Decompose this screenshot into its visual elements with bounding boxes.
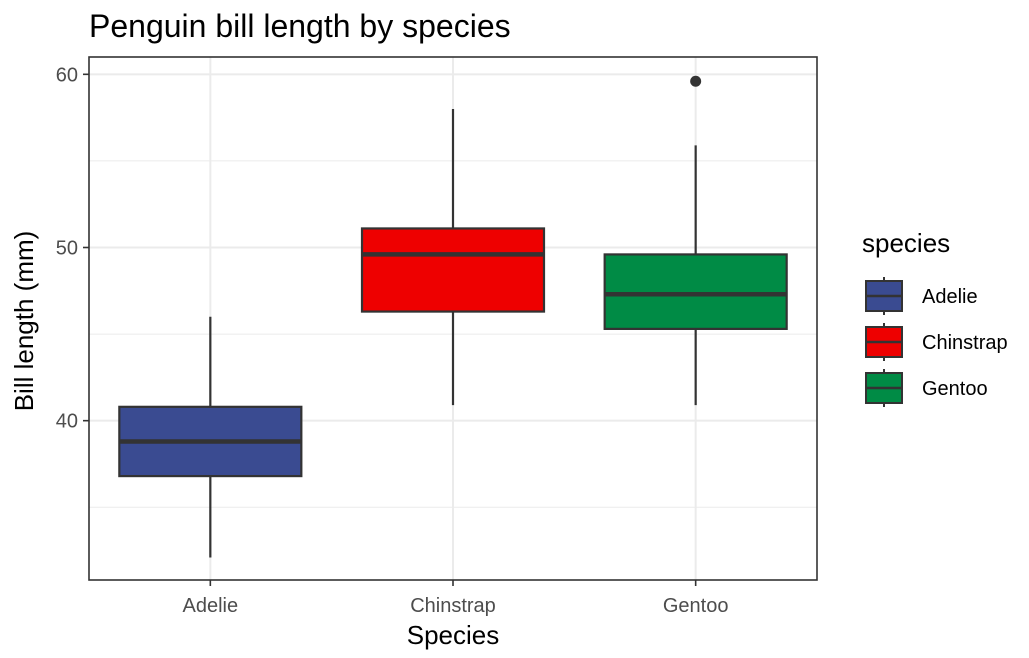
y-tick-label: 40	[56, 411, 78, 433]
x-tick-label: Chinstrap	[410, 595, 496, 617]
y-tick-label: 50	[56, 237, 78, 259]
y-tick-label: 60	[56, 64, 78, 86]
y-axis-title: Bill length (mm)	[9, 231, 39, 412]
legend-label-adelie: Adelie	[922, 286, 978, 308]
x-axis-title: Species	[407, 620, 500, 650]
box-chinstrap	[360, 227, 546, 313]
outlier-gentoo	[690, 75, 702, 87]
legend-label-gentoo: Gentoo	[922, 378, 988, 400]
x-tick-label: Adelie	[183, 595, 239, 617]
legend-label-chinstrap: Chinstrap	[922, 332, 1008, 354]
box-gentoo	[603, 253, 788, 330]
chart-title: Penguin bill length by species	[89, 8, 511, 44]
box-layer	[118, 75, 788, 558]
axis-layer: 40 50 60 Adelie Chinstrap Gentoo	[56, 64, 729, 617]
legend: species Adelie Chinstrap Gentoo	[862, 228, 1008, 407]
x-tick-label: Gentoo	[663, 595, 729, 617]
legend-title: species	[862, 228, 950, 258]
